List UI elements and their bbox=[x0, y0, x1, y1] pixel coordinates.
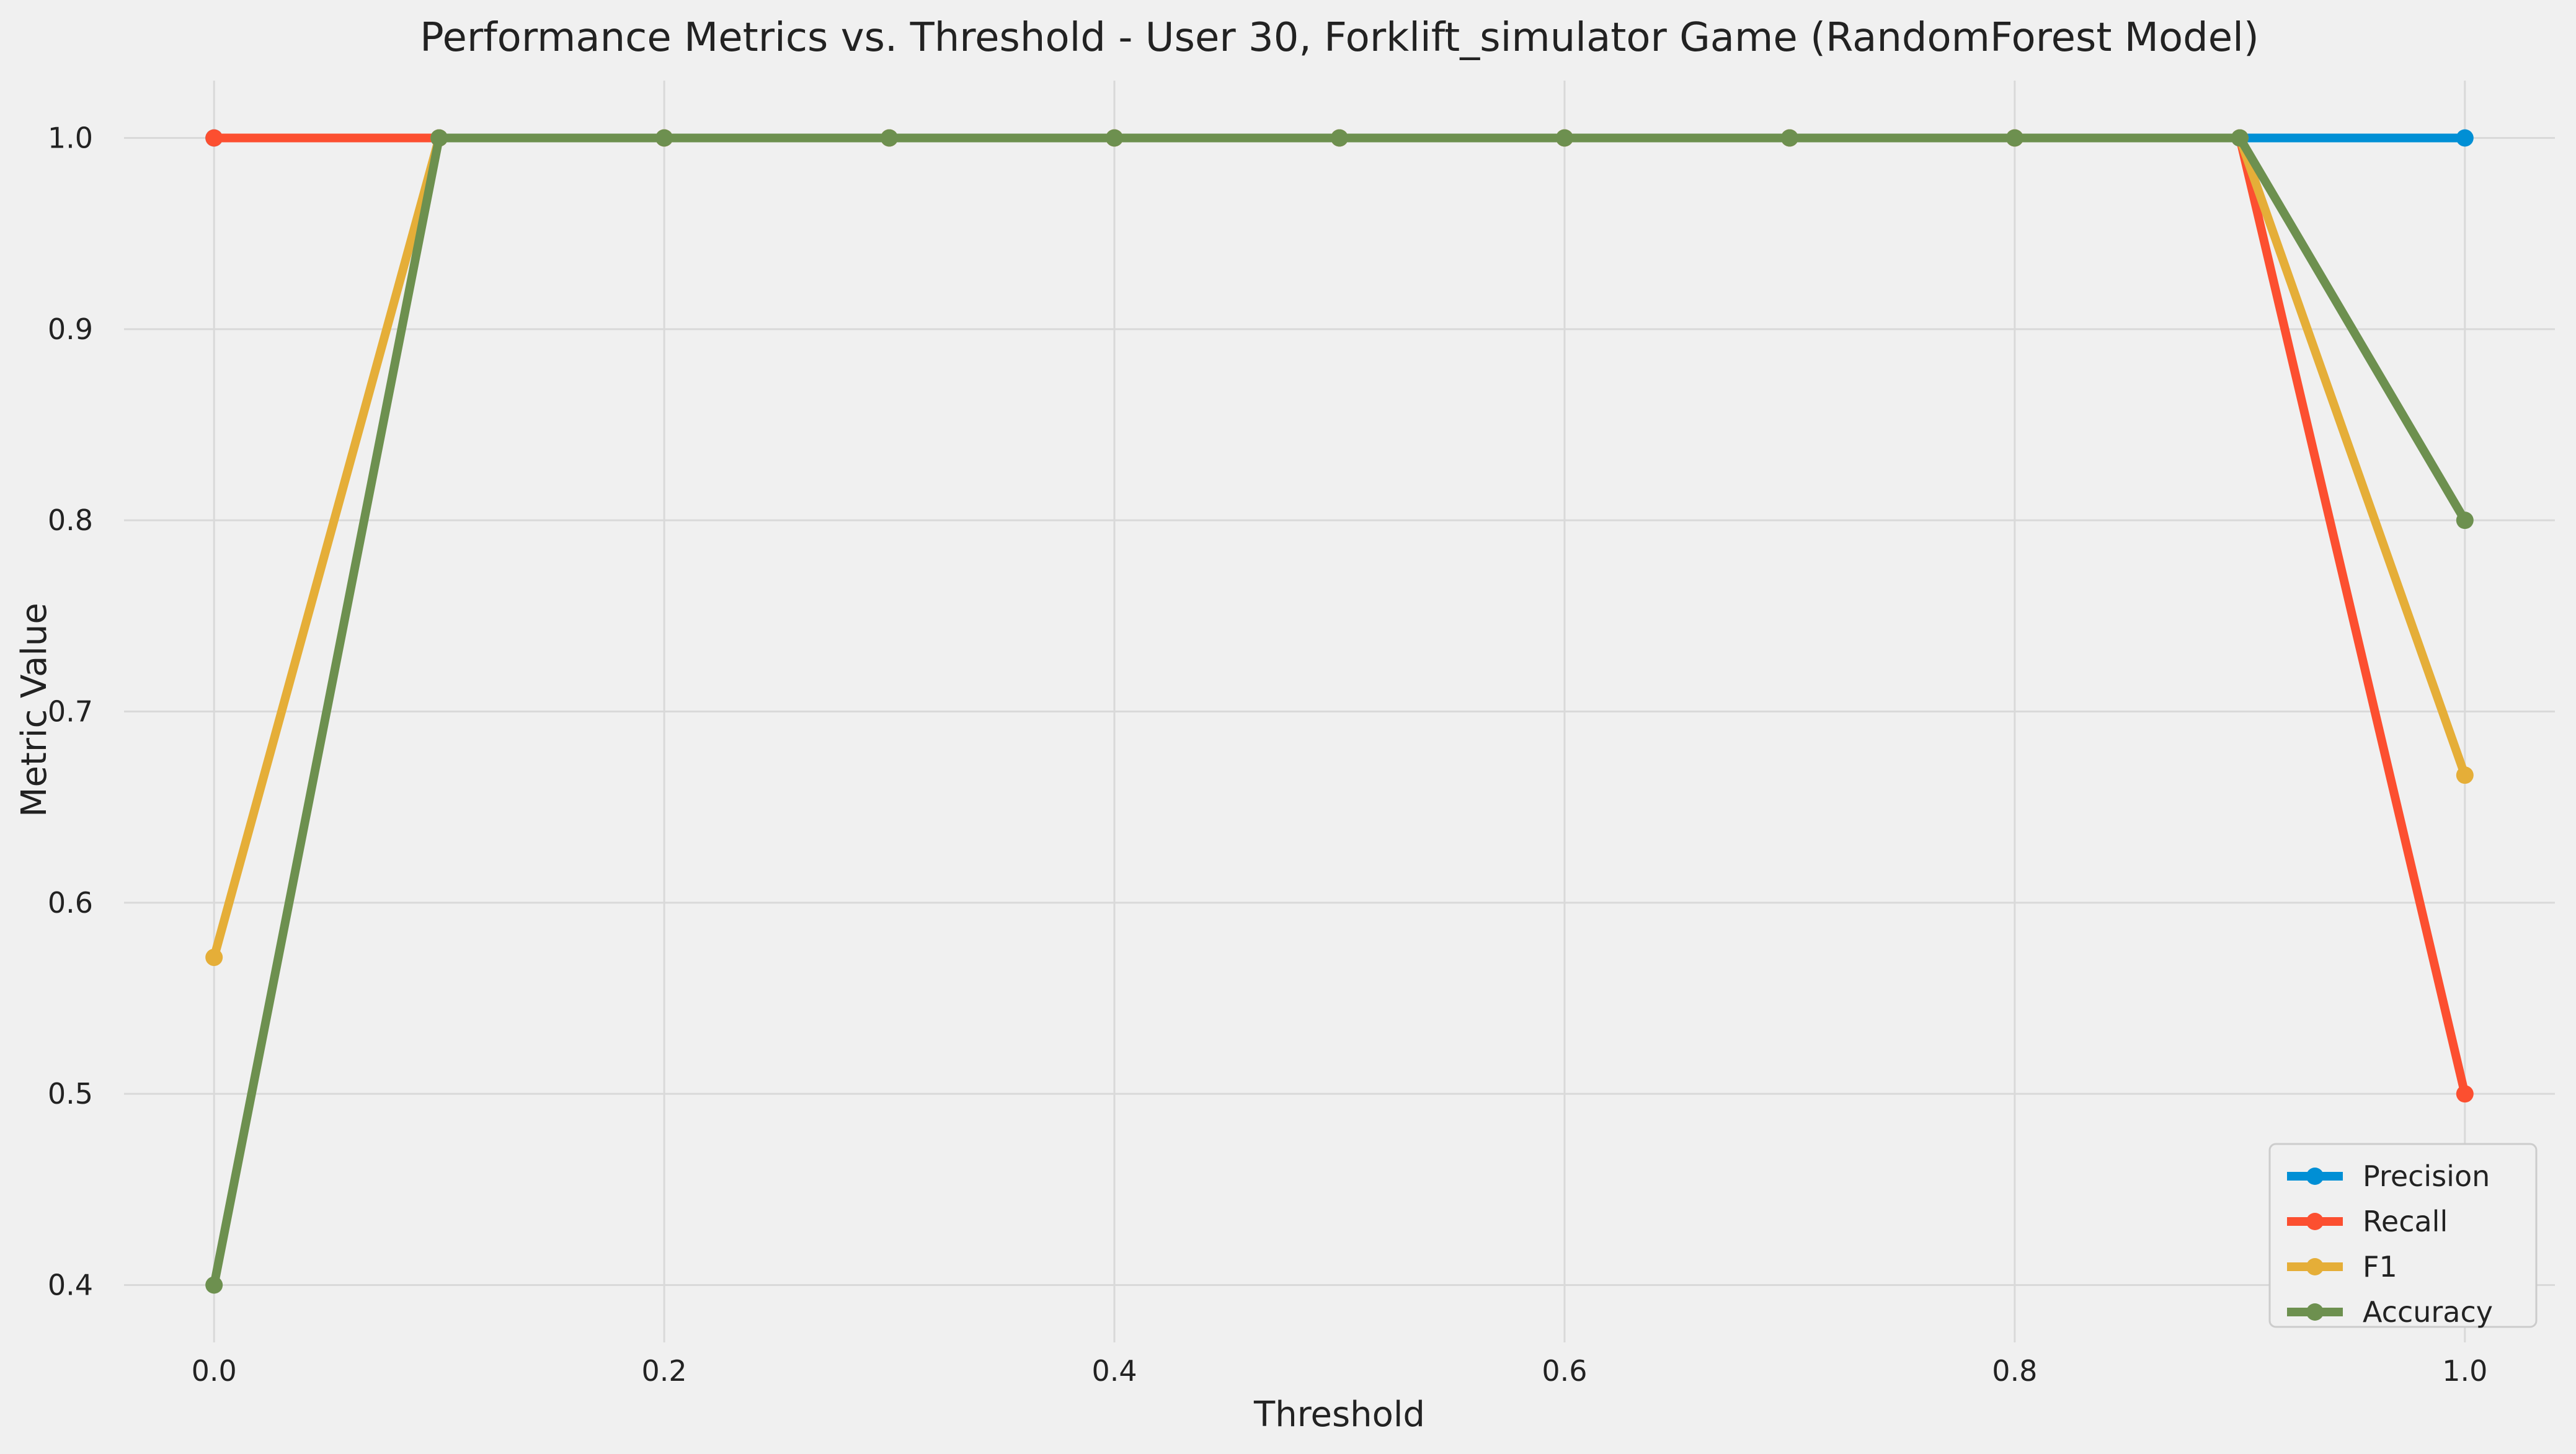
x-tick-label: 0.6 bbox=[1542, 1354, 1587, 1388]
y-tick-label: 1.0 bbox=[48, 122, 93, 155]
accuracy-point bbox=[1555, 129, 1573, 147]
y-tick-label: 0.9 bbox=[48, 313, 93, 346]
axis-ticks: 0.0 0.2 0.4 0.6 0.8 1.0 0.4 0.5 0.6 0.7 0.8 0.9 1.0 bbox=[48, 122, 2488, 1388]
x-tick-label: 1.0 bbox=[2442, 1354, 2487, 1388]
legend-marker bbox=[2306, 1258, 2324, 1275]
y-tick-label: 0.5 bbox=[48, 1077, 93, 1110]
accuracy-point bbox=[655, 129, 673, 147]
accuracy-point bbox=[1331, 129, 1348, 147]
x-tick-label: 0.0 bbox=[192, 1354, 237, 1388]
legend-box bbox=[2268, 1143, 2538, 1328]
legend-label: Recall bbox=[2363, 1205, 2448, 1238]
f1-point bbox=[205, 949, 223, 967]
accuracy-point bbox=[2005, 129, 2023, 147]
legend-item-f1: F1 bbox=[2287, 1250, 2397, 1283]
recall-line bbox=[214, 133, 2469, 1095]
accuracy-point bbox=[1780, 129, 1798, 147]
x-tick-label: 0.4 bbox=[1091, 1354, 1137, 1388]
x-axis-label: Threshold bbox=[1253, 1394, 1425, 1435]
legend-label: Accuracy bbox=[2363, 1295, 2493, 1329]
chart-title: Performance Metrics vs. Threshold - User… bbox=[420, 15, 2259, 61]
legend-marker bbox=[2306, 1168, 2324, 1185]
series-f1 bbox=[205, 129, 2474, 967]
accuracy-point bbox=[2456, 512, 2474, 530]
f1-point bbox=[2456, 766, 2474, 784]
y-axis-label: Metric Value bbox=[14, 603, 55, 817]
x-tick-label: 0.2 bbox=[642, 1354, 687, 1388]
legend-label: F1 bbox=[2363, 1250, 2397, 1283]
accuracy-point bbox=[430, 129, 448, 147]
precision-point bbox=[2456, 129, 2474, 147]
y-tick-label: 0.6 bbox=[48, 886, 93, 920]
accuracy-point bbox=[205, 1276, 223, 1294]
series-accuracy bbox=[205, 129, 2474, 1294]
legend-item-precision: Precision bbox=[2287, 1159, 2490, 1193]
legend-marker bbox=[2306, 1303, 2324, 1321]
legend-item-recall: Recall bbox=[2287, 1205, 2448, 1238]
accuracy-point bbox=[2231, 129, 2249, 147]
grid-lines bbox=[124, 81, 2555, 1342]
y-tick-label: 0.4 bbox=[48, 1269, 93, 1302]
legend-label: Precision bbox=[2363, 1159, 2490, 1193]
x-tick-label: 0.8 bbox=[1992, 1354, 2037, 1388]
accuracy-point bbox=[1106, 129, 1124, 147]
series-recall bbox=[205, 129, 2474, 1103]
f1-line bbox=[210, 133, 2469, 959]
recall-point bbox=[2456, 1085, 2474, 1103]
y-tick-label: 0.7 bbox=[48, 695, 93, 729]
recall-point bbox=[205, 129, 223, 147]
accuracy-point bbox=[881, 129, 899, 147]
legend-marker bbox=[2306, 1213, 2324, 1230]
legend-item-accuracy: Accuracy bbox=[2287, 1295, 2493, 1329]
y-tick-label: 0.8 bbox=[48, 503, 93, 537]
series-lines bbox=[205, 129, 2474, 1294]
legend: Precision Recall F1 Accuracy bbox=[2268, 1143, 2538, 1329]
